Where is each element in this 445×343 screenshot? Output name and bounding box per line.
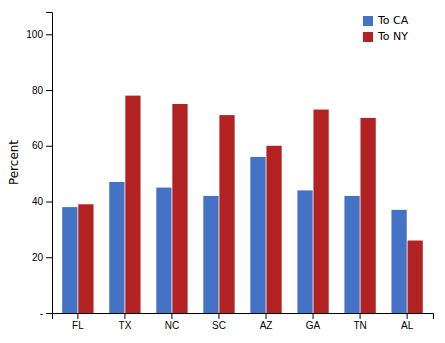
x-tick-label: AL	[401, 320, 414, 331]
y-tick: 60	[32, 140, 52, 151]
x-tick-label: TN	[353, 320, 366, 331]
y-tick-mark	[46, 146, 52, 147]
x-tick: GA	[306, 313, 321, 331]
y-axis-line	[46, 13, 53, 314]
y-tick-label: -	[40, 308, 43, 319]
bar	[408, 241, 423, 313]
x-tick-mark	[171, 313, 172, 319]
y-tick-mark	[46, 313, 52, 314]
bar	[219, 115, 234, 313]
y-tick-label: 80	[32, 85, 44, 96]
y-tick-label: 20	[32, 252, 44, 263]
bar	[125, 96, 140, 313]
y-tick-label: 40	[32, 196, 44, 207]
x-tick-mark	[266, 313, 267, 319]
legend-swatch	[363, 32, 373, 42]
bars	[62, 96, 423, 313]
x-tick-label: SC	[212, 320, 226, 331]
x-tick: AL	[401, 313, 414, 331]
y-tick-label: 100	[26, 29, 43, 40]
chart: FL TX NC SC AZ GA TN AL - 20 40 60 80 100 To CA To NY Pe…	[0, 0, 445, 343]
x-tick-label: GA	[306, 320, 321, 331]
x-tick-label: AZ	[260, 320, 273, 331]
x-tick-label: TX	[119, 320, 132, 331]
x-tick: TN	[353, 313, 366, 331]
legend-item: To CA	[363, 14, 409, 27]
x-tick: FL	[72, 313, 84, 331]
y-axis: - 20 40 60 80 100	[26, 13, 52, 319]
bar	[360, 118, 375, 313]
x-tick-label: FL	[72, 320, 84, 331]
x-tick-mark	[313, 313, 314, 319]
y-tick: 40	[32, 196, 52, 207]
bar	[266, 146, 281, 313]
bar	[78, 204, 93, 313]
x-tick: TX	[119, 313, 132, 331]
y-tick: 20	[32, 252, 52, 263]
bar	[297, 190, 312, 313]
x-tick-mark	[77, 313, 78, 319]
bar	[62, 207, 77, 313]
y-tick: 100	[26, 29, 52, 40]
legend-label: To NY	[377, 30, 408, 43]
x-tick-label: NC	[165, 320, 179, 331]
legend-label: To CA	[377, 14, 409, 27]
bar	[203, 196, 218, 313]
x-axis: FL TX NC SC AZ GA TN AL	[53, 313, 434, 331]
bar	[344, 196, 359, 313]
y-tick-mark	[46, 257, 52, 258]
y-tick-mark	[46, 90, 52, 91]
x-tick: NC	[165, 313, 179, 331]
x-tick-mark	[124, 313, 125, 319]
y-tick-label: 60	[32, 140, 44, 151]
y-tick-mark	[46, 202, 52, 203]
y-tick-mark	[46, 34, 52, 35]
bar	[391, 210, 406, 313]
bar	[109, 182, 124, 313]
bar-series	[78, 96, 423, 313]
legend-item: To NY	[363, 30, 408, 43]
plot: FL TX NC SC AZ GA TN AL - 20 40 60 80 100 To CA To NY	[26, 13, 433, 332]
legend: To CA To NY	[363, 14, 409, 43]
x-axis-line	[53, 314, 434, 320]
x-tick-mark	[218, 313, 219, 319]
bar	[156, 188, 171, 313]
y-tick: -	[40, 308, 52, 319]
x-tick-mark	[360, 313, 361, 319]
bar	[172, 104, 187, 313]
x-tick: SC	[212, 313, 226, 331]
bar	[250, 157, 265, 313]
bar	[313, 110, 328, 313]
x-tick: AZ	[260, 313, 273, 331]
x-tick-mark	[407, 313, 408, 319]
y-axis-title: Percent	[7, 140, 21, 185]
legend-swatch	[363, 16, 373, 26]
y-tick: 80	[32, 85, 52, 96]
